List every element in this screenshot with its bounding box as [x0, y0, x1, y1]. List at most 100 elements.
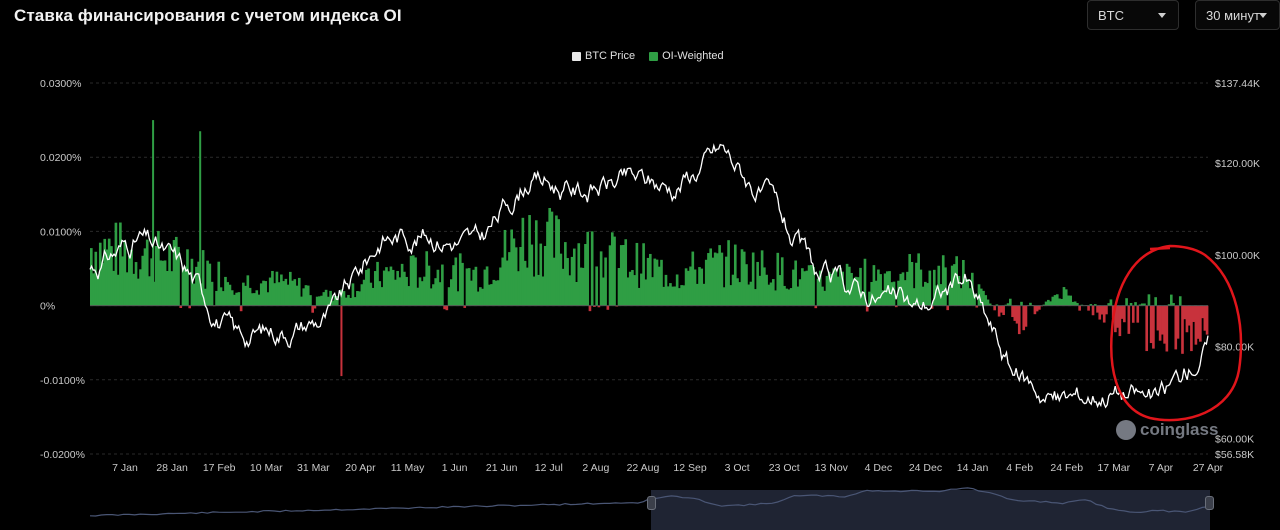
oi-weighted-bar	[780, 257, 784, 306]
oi-weighted-bar	[119, 222, 122, 306]
oi-weighted-bar	[539, 243, 543, 306]
oi-weighted-bar	[821, 286, 824, 306]
oi-weighted-bar	[707, 253, 710, 306]
oi-weighted-bar	[1147, 294, 1151, 306]
oi-weighted-bar	[552, 257, 556, 306]
oi-weighted-bar	[534, 220, 538, 306]
asset-select[interactable]: BTC	[1087, 0, 1179, 30]
oi-weighted-bar	[125, 272, 129, 306]
oi-weighted-bar	[385, 267, 388, 306]
oi-weighted-bar	[253, 293, 256, 306]
oi-weighted-bar	[1181, 305, 1184, 354]
oi-weighted-bar	[353, 297, 357, 306]
oi-weighted-bar	[955, 256, 958, 306]
oi-weighted-bar	[340, 305, 343, 377]
oi-weighted-bar	[476, 291, 480, 306]
x-axis-tick-label: 11 May	[391, 462, 425, 474]
oi-weighted-bar	[257, 294, 261, 306]
oi-weighted-bar	[698, 267, 701, 306]
oi-weighted-bar	[604, 257, 607, 306]
oi-weighted-bar	[1051, 296, 1055, 306]
oi-weighted-bar	[812, 266, 815, 306]
oi-weighted-bar	[633, 275, 636, 306]
oi-weighted-bar	[356, 291, 359, 306]
oi-weighted-bar	[577, 243, 581, 306]
x-axis-tick-label: 23 Oct	[769, 462, 800, 474]
right-axis-labels: $137.44K $120.00K $100.00K $80.00K $60.00K $5…	[1215, 78, 1260, 461]
oi-weighted-bar	[452, 265, 455, 306]
oi-weighted-bar	[957, 275, 961, 306]
oi-weighted-bar	[662, 286, 666, 306]
oi-weighted-bar	[1053, 295, 1057, 306]
oi-weighted-bar	[400, 263, 404, 306]
oi-weighted-bar	[709, 248, 713, 306]
oi-weighted-bar	[655, 259, 659, 306]
oi-weighted-bar	[532, 276, 536, 306]
legend-item-oi-weighted[interactable]: OI-Weighted	[649, 50, 724, 62]
oi-weighted-bar	[747, 284, 751, 306]
watermark-label: coinglass	[1140, 420, 1219, 439]
oi-weighted-bar	[932, 269, 936, 306]
x-axis-tick-label: 14 Jan	[957, 462, 989, 474]
oi-weighted-bar	[599, 251, 603, 306]
oi-weighted-bar	[266, 292, 270, 306]
oi-weighted-bar	[447, 287, 451, 306]
oi-weighted-bar	[568, 275, 572, 306]
oi-weighted-bar	[548, 207, 552, 306]
oi-weighted-bar	[861, 291, 865, 306]
oi-weighted-bar	[1013, 305, 1017, 321]
oi-weighted-bar	[903, 280, 907, 306]
legend-label-btc-price: BTC Price	[585, 50, 636, 62]
oi-weighted-bar	[664, 274, 668, 306]
oi-weighted-bar	[255, 290, 259, 306]
oi-weighted-bar	[966, 278, 970, 306]
oi-weighted-bar	[1129, 302, 1133, 306]
oi-weighted-bar	[610, 232, 614, 306]
oi-weighted-bar	[373, 271, 377, 306]
legend-item-btc-price[interactable]: BTC Price	[572, 50, 635, 62]
oi-weighted-bar	[700, 268, 704, 306]
oi-weighted-bar	[807, 265, 811, 306]
oi-weighted-bar	[1134, 302, 1137, 306]
oi-weighted-bar	[941, 255, 945, 306]
oi-weighted-bar	[503, 229, 507, 306]
oi-weighted-bar	[387, 271, 391, 306]
navigator-right-handle[interactable]	[1205, 496, 1214, 510]
oi-weighted-bar	[130, 249, 133, 306]
oi-weighted-bar	[566, 258, 569, 306]
oi-weighted-bar	[441, 264, 444, 306]
interval-select[interactable]: 30 минут	[1195, 0, 1280, 30]
oi-weighted-bar	[581, 267, 585, 306]
oi-weighted-bar	[1194, 305, 1198, 345]
oi-weighted-bar	[910, 262, 914, 306]
oi-weighted-bar	[742, 251, 746, 306]
oi-weighted-bar	[320, 295, 323, 306]
oi-weighted-bar	[682, 285, 686, 306]
oi-weighted-bar	[1096, 305, 1099, 313]
oi-weighted-bar	[738, 282, 742, 306]
oi-weighted-bar	[557, 219, 560, 306]
btc-price-line	[89, 143, 1209, 409]
oi-weighted-bar	[449, 279, 453, 306]
oi-weighted-bar	[112, 270, 115, 306]
oi-weighted-bar	[528, 215, 531, 306]
oi-weighted-bar	[953, 264, 956, 306]
oi-weighted-bar	[803, 271, 806, 306]
oi-weighted-bar	[481, 288, 484, 306]
oi-weighted-bar	[514, 247, 518, 306]
oi-weighted-bar	[208, 263, 212, 306]
oi-weighted-bar	[192, 283, 196, 306]
oi-weighted-bar	[183, 266, 187, 306]
oi-weighted-bar	[150, 258, 154, 306]
oi-weighted-bar	[233, 294, 236, 306]
oi-weighted-bar	[510, 229, 514, 306]
oi-weighted-bar	[456, 291, 460, 306]
oi-weighted-bar	[161, 260, 165, 306]
oi-weighted-bar	[921, 286, 925, 306]
oi-weighted-bar	[1199, 305, 1202, 342]
oi-weighted-bar	[1127, 305, 1131, 334]
oi-weighted-bar	[145, 239, 149, 306]
navigator-left-handle[interactable]	[647, 496, 656, 510]
oi-weighted-bar	[1000, 305, 1003, 313]
